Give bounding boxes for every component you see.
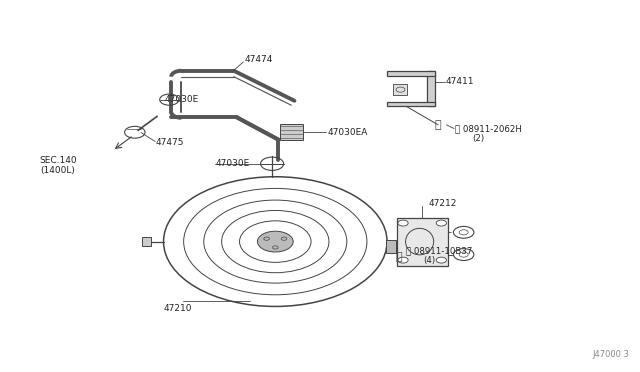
FancyBboxPatch shape <box>397 218 448 266</box>
Circle shape <box>398 220 408 226</box>
Text: 47474: 47474 <box>244 55 273 64</box>
FancyBboxPatch shape <box>280 124 303 140</box>
Text: 47212: 47212 <box>429 199 457 208</box>
Text: 47475: 47475 <box>156 138 184 147</box>
FancyBboxPatch shape <box>387 71 435 76</box>
Text: Ⓝ 08911-10B37: Ⓝ 08911-10B37 <box>406 246 472 255</box>
Text: SEC.140: SEC.140 <box>39 156 77 165</box>
Text: 47030EA: 47030EA <box>328 128 368 137</box>
Circle shape <box>436 220 447 226</box>
Text: 47030E: 47030E <box>165 95 199 104</box>
Text: 47411: 47411 <box>446 77 474 86</box>
Circle shape <box>398 257 408 263</box>
Text: (1400L): (1400L) <box>40 166 75 174</box>
FancyBboxPatch shape <box>387 102 435 106</box>
FancyBboxPatch shape <box>386 240 396 253</box>
Text: Ⓝ: Ⓝ <box>396 252 402 262</box>
Circle shape <box>436 257 447 263</box>
Text: Ⓝ 08911-2062H: Ⓝ 08911-2062H <box>456 125 522 134</box>
FancyBboxPatch shape <box>428 71 435 106</box>
Text: 47210: 47210 <box>164 304 192 313</box>
Text: J47000 3: J47000 3 <box>593 350 630 359</box>
Text: 47030E: 47030E <box>216 159 250 168</box>
Text: (4): (4) <box>424 256 436 265</box>
FancyBboxPatch shape <box>394 84 408 95</box>
Circle shape <box>257 231 293 252</box>
FancyBboxPatch shape <box>143 237 152 246</box>
Text: (2): (2) <box>472 134 484 144</box>
Text: Ⓝ: Ⓝ <box>435 120 442 130</box>
